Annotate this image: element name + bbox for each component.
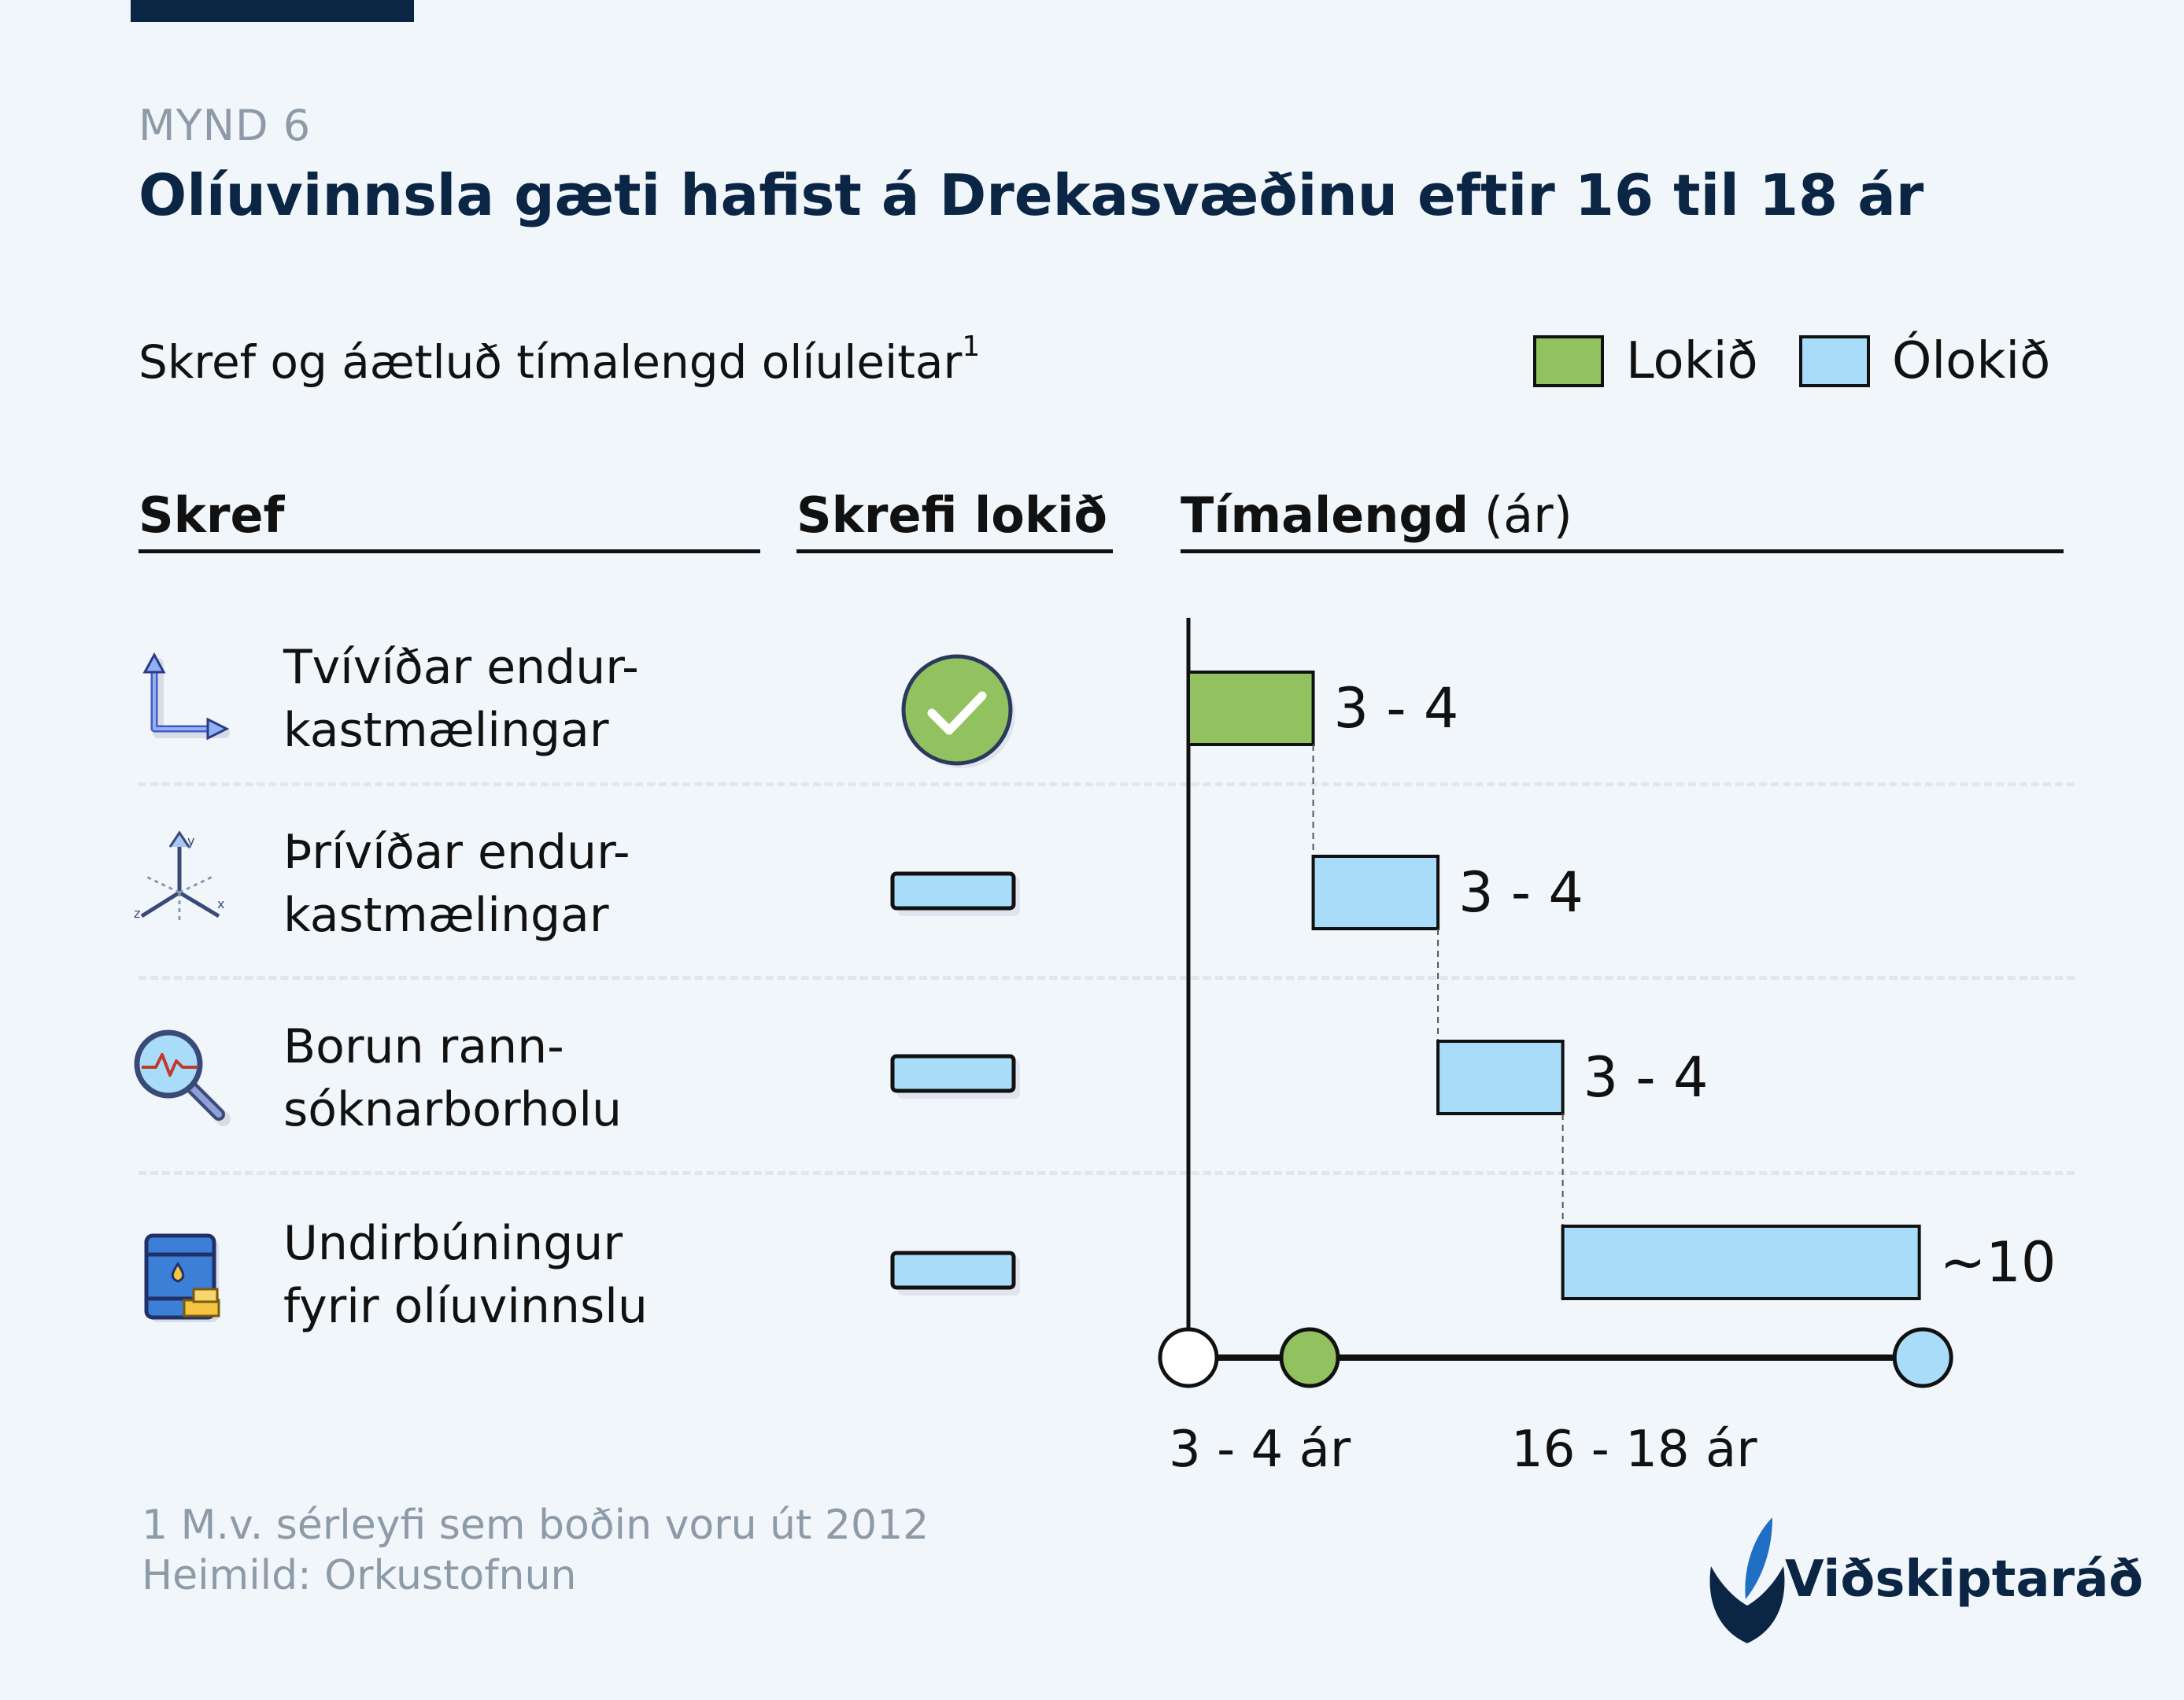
step-label-line: fyrir olíuvinnslu [283, 1279, 648, 1334]
check-circle-icon [901, 654, 1015, 768]
svg-text:x: x [217, 896, 224, 911]
timeline-marker [1279, 1327, 1340, 1388]
column-header-duration-unit: (ár) [1484, 486, 1572, 544]
bar-value-label: 3 - 4 [1583, 1045, 1709, 1110]
column-header-step: Skref [139, 486, 285, 544]
pending-bar-icon [890, 1251, 1020, 1295]
step-label: Borun rann- sóknarborholu [283, 1015, 622, 1141]
brand-name: Viðskiptaráð [1785, 1550, 2144, 1609]
timeline-marker [1892, 1327, 1953, 1388]
legend-pending-label: Ólokið [1892, 332, 2051, 390]
column-header-completed: Skrefi lokið [796, 486, 1107, 544]
row-divider [139, 1171, 2075, 1175]
legend-done-swatch [1533, 335, 1604, 387]
timeline-tick-label: 16 - 18 ár [1511, 1421, 1757, 1479]
row-divider [139, 782, 2075, 786]
step-label: Þrívíðar endur- kastmælingar [283, 821, 630, 947]
footnote-marker: 1 [962, 331, 981, 363]
step-label: Undirbúningur fyrir olíuvinnslu [283, 1212, 648, 1338]
3d-axes-icon: y z x [134, 830, 224, 921]
duration-bar [1436, 1040, 1565, 1115]
step-label-line: sóknarborholu [283, 1082, 623, 1137]
footnote: 1 M.v. sérleyfi sem boðin voru út 2012 [142, 1502, 929, 1549]
duration-bar [1187, 671, 1315, 746]
step-label-line: Þrívíðar endur- [283, 825, 630, 880]
oil-barrel-gold-icon [144, 1233, 220, 1322]
step-label-line: Borun rann- [283, 1019, 564, 1074]
timeline-tick-label: 3 - 4 ár [1169, 1421, 1351, 1479]
top-accent-bar [131, 0, 414, 22]
duration-bar [1561, 1225, 1921, 1300]
column-header-duration-bold: Tímalengd [1181, 486, 1469, 544]
pending-bar-icon [890, 871, 1020, 916]
column-rule-completed [796, 549, 1113, 553]
step-label-line: Undirbúningur [283, 1216, 623, 1271]
column-rule-duration [1181, 549, 2064, 553]
step-label-line: Tvívíðar endur- [283, 640, 639, 695]
legend-done-label: Lokið [1626, 332, 1758, 390]
svg-text:z: z [134, 906, 140, 921]
step-label-line: kastmælingar [283, 888, 609, 943]
pending-bar-icon [890, 1054, 1020, 1099]
figure-kicker: MYND 6 [139, 101, 312, 150]
source-note: Heimild: Orkustofnun [142, 1552, 577, 1599]
step-label: Tvívíðar endur- kastmælingar [283, 636, 639, 762]
page-title: Olíuvinnsla gæti hafist á Drekasvæðinu e… [139, 162, 1924, 228]
legend-pending: Ólokið [1799, 332, 2050, 390]
brand-logo [1709, 1517, 1785, 1643]
timeline-marker [1158, 1327, 1219, 1388]
legend-done: Lokið [1533, 332, 1758, 390]
svg-text:y: y [187, 833, 194, 848]
chart-subtitle: Skref og áætluð tímalengd olíuleitar1 [139, 331, 980, 389]
step-label-line: kastmælingar [283, 703, 609, 758]
bar-value-label: 3 - 4 [1334, 676, 1459, 741]
row-divider [139, 976, 2075, 980]
2d-axes-icon [142, 652, 230, 741]
bar-value-label: ~10 [1940, 1230, 2057, 1295]
duration-bar [1311, 855, 1440, 930]
bar-value-label: 3 - 4 [1458, 860, 1583, 925]
legend-pending-swatch [1799, 335, 1870, 387]
column-rule-step [139, 549, 760, 553]
chart-subtitle-text: Skref og áætluð tímalengd olíuleitar [139, 335, 963, 389]
column-header-duration: Tímalengd (ár) [1181, 486, 1572, 544]
magnifier-chart-icon [134, 1029, 231, 1126]
